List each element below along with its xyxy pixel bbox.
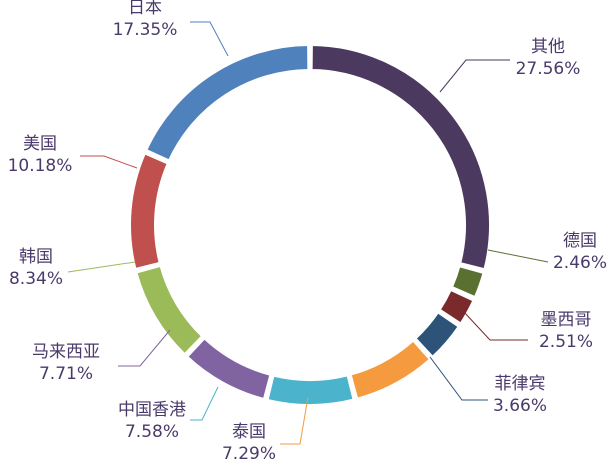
slice-label-5: 中国香港 — [118, 400, 186, 420]
slice-6 — [185, 337, 272, 401]
slice-percent-9: 17.35% — [113, 20, 178, 40]
leader-line-0 — [439, 59, 510, 93]
slice-5 — [266, 374, 355, 406]
slice-9 — [145, 43, 310, 162]
slice-0 — [310, 43, 491, 271]
slice-label-3: 菲律宾 — [495, 374, 546, 394]
leader-line-7 — [67, 261, 136, 273]
slice-percent-5: 7.58% — [125, 422, 179, 442]
slice-label-4: 泰国 — [232, 422, 266, 442]
slice-label-2: 墨西哥 — [541, 310, 592, 330]
slice-percent-7: 8.34% — [9, 269, 63, 289]
slice-3 — [414, 311, 461, 359]
leader-line-5 — [190, 386, 219, 421]
leader-line-3 — [429, 356, 488, 401]
leader-line-8 — [80, 155, 138, 169]
leader-line-6 — [118, 329, 171, 367]
slice-8 — [129, 152, 170, 271]
slice-1 — [450, 265, 485, 299]
slice-percent-2: 2.51% — [539, 332, 593, 352]
slice-2 — [438, 288, 475, 325]
slice-percent-8: 10.18% — [8, 156, 73, 176]
slice-label-9: 日本 — [128, 0, 162, 18]
slice-percent-0: 27.56% — [516, 59, 581, 79]
slice-label-1: 德国 — [563, 231, 597, 251]
slice-label-8: 美国 — [23, 134, 57, 154]
slice-percent-1: 2.46% — [553, 253, 607, 273]
slice-percent-4: 7.29% — [222, 444, 276, 464]
leader-line-1 — [487, 249, 549, 263]
leader-line-2 — [463, 311, 528, 341]
slice-label-6: 马来西亚 — [32, 342, 100, 362]
slice-label-0: 其他 — [531, 37, 565, 57]
slice-7 — [135, 264, 204, 356]
leader-line-9 — [190, 21, 229, 57]
slice-percent-3: 3.66% — [493, 396, 547, 416]
slice-4 — [349, 339, 432, 400]
slice-percent-6: 7.71% — [39, 364, 93, 384]
leader-line-4 — [280, 396, 309, 445]
slice-label-7: 韩国 — [19, 247, 53, 267]
